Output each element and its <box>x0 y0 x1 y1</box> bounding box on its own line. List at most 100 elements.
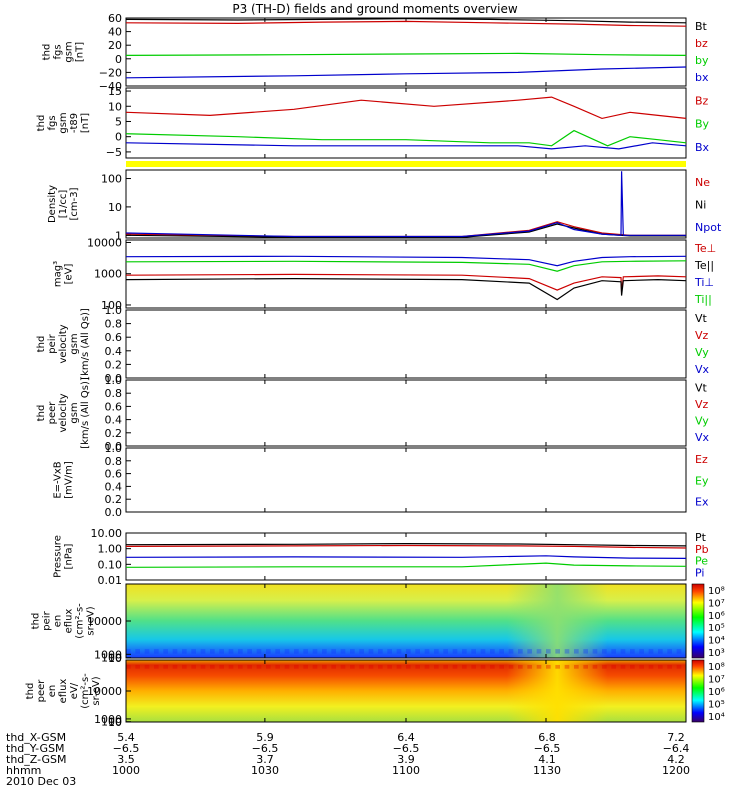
series-line-Ti⊥ <box>125 255 687 267</box>
colorbar-label: 10⁸ <box>708 586 725 597</box>
y-axis-label: peir <box>42 610 53 630</box>
spectrogram-texture <box>350 649 355 654</box>
xrow-label-1: thd_Y-GSM <box>6 742 65 755</box>
y-axis-label: sr-eV) <box>91 676 102 705</box>
series-line-Npot <box>125 171 686 238</box>
panel-frame <box>125 169 687 239</box>
series-line-bz <box>125 20 687 27</box>
spectrogram-texture <box>284 664 290 669</box>
colorbar-label: 10⁴ <box>708 636 725 647</box>
z-value: 4.2 <box>667 753 685 766</box>
y-axis-label: [nT] <box>80 113 91 133</box>
y-tick-label: 10 <box>108 716 122 729</box>
y-axis-label: (cm²-s- <box>80 673 91 709</box>
y-axis-label: velocity <box>58 393 69 432</box>
series-line-Te|| <box>125 277 687 301</box>
spectrogram-texture <box>340 649 346 654</box>
series-line-Ti|| <box>125 260 687 272</box>
spectrogram-texture <box>135 649 140 654</box>
colorbar <box>691 583 705 659</box>
time-value: 1100 <box>392 764 420 777</box>
spectrogram-texture <box>415 664 420 669</box>
spectrogram-texture <box>564 649 570 654</box>
y-tick-label: 5 <box>115 115 122 128</box>
x-value: 6.8 <box>538 731 556 744</box>
spectrogram-texture <box>387 664 392 669</box>
colorbar-label: 10⁷ <box>708 675 725 686</box>
y-axis-label: peer <box>47 401 58 425</box>
spectrogram-texture <box>471 649 476 654</box>
y-tick-label: 10 <box>108 201 122 214</box>
y-tick-label: 0.4 <box>105 345 123 358</box>
legend-Te||: Te|| <box>694 259 714 272</box>
panel-frame <box>125 447 687 513</box>
y-tick-label: 40 <box>108 26 122 39</box>
spectrogram-texture <box>630 664 635 669</box>
spectrogram-texture <box>275 649 280 654</box>
z-value: 3.7 <box>256 753 274 766</box>
y-axis-label: gsm <box>58 112 69 133</box>
legend-Pi: Pi <box>695 566 704 579</box>
spectrogram-texture <box>508 649 514 654</box>
z-value: 4.1 <box>538 753 556 766</box>
y-tick-label: 0.0 <box>105 372 123 385</box>
series-line-Pe <box>125 562 687 568</box>
y-tick-label: 60 <box>108 12 122 25</box>
spectrogram-texture <box>210 664 215 669</box>
spectrogram-texture <box>135 664 140 669</box>
y-tick-label: 10000 <box>87 685 122 698</box>
y-tick-label: 0.10 <box>98 558 123 571</box>
y-tick-label: 0.01 <box>98 574 123 587</box>
spectrogram-texture <box>219 649 224 654</box>
spectrogram-texture <box>191 649 196 654</box>
spectrogram-texture <box>359 649 364 654</box>
series-line-Bz <box>125 96 687 120</box>
panel-frame <box>125 239 687 309</box>
x-value: 6.4 <box>397 731 415 744</box>
spectrogram-texture <box>172 649 178 654</box>
y-tick-label: 0 <box>115 131 122 144</box>
status-strip <box>126 161 686 167</box>
spectrogram-texture <box>266 649 271 654</box>
spectrogram-texture <box>322 649 327 654</box>
colorbar-label: 10³ <box>708 648 725 659</box>
y-tick-label: 10 <box>108 100 122 113</box>
y-tick-label: 20 <box>108 39 122 52</box>
y-tick-label: 100 <box>101 299 122 312</box>
x-value: 5.9 <box>256 731 274 744</box>
y-tick-label: 10000 <box>87 236 122 249</box>
spectrogram-texture <box>555 664 560 669</box>
colorbar-label: 10⁷ <box>708 599 725 610</box>
panel-2: 100 10 1 Density [1/cc] [cm-3] Ne Ni Npot <box>47 169 722 242</box>
y-axis-label: gsm <box>69 333 80 354</box>
y-axis-label: fgs <box>53 44 64 59</box>
y-tick-label: 0.2 <box>105 427 123 440</box>
legend-Ez: Ez <box>695 453 708 466</box>
panel-frame <box>125 309 687 379</box>
y-tick-label: −5 <box>106 146 122 159</box>
spectrogram-texture <box>508 664 514 669</box>
spectrogram-texture <box>294 664 299 669</box>
xrow-label-2: thd_Z-GSM <box>6 753 66 766</box>
spectrogram-texture <box>415 649 420 654</box>
y-tick-label: 1.00 <box>98 543 123 556</box>
spectrogram-texture <box>219 664 224 669</box>
series-line-By <box>125 129 687 147</box>
spectrogram-texture <box>676 664 682 669</box>
y-tick-label: 15 <box>108 85 122 98</box>
y-tick-label: 0.6 <box>105 468 123 481</box>
y-tick-label: 1.0 <box>105 304 123 317</box>
spectrogram-texture <box>536 664 542 669</box>
y-tick-label: 1 <box>115 229 122 242</box>
y-axis-label: E=-VxB <box>53 461 64 498</box>
y-axis-label: velocity <box>58 324 69 363</box>
series-line-Pb <box>125 544 687 549</box>
x-value: 5.4 <box>117 731 135 744</box>
y-axis-label: gsm <box>69 402 80 423</box>
y-axis-label: [eV] <box>64 264 75 285</box>
spectrogram-texture <box>312 649 318 654</box>
